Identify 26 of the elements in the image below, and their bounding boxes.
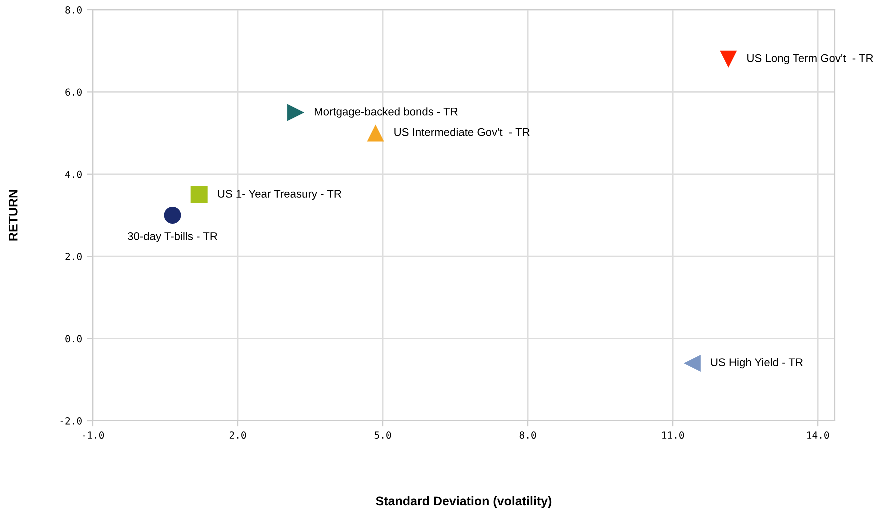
x-tick-label: 5.0 bbox=[374, 432, 392, 439]
y-tick-label: -2.0 bbox=[60, 418, 82, 425]
point bbox=[288, 104, 305, 122]
x-tick-label: 2.0 bbox=[230, 432, 246, 439]
series-label: US 1- Year Treasury - TR bbox=[218, 190, 342, 200]
y-tick-label: 0.0 bbox=[66, 335, 82, 343]
y-tick-label: 8.0 bbox=[66, 6, 82, 14]
point bbox=[367, 124, 384, 142]
y-axis-title: RETURN bbox=[9, 190, 18, 241]
series-label: US High Yield - TR bbox=[711, 358, 803, 369]
series-label: 30-day T-bills - TR bbox=[128, 232, 218, 243]
y-tick-label: 4.0 bbox=[66, 170, 82, 178]
x-tick-label: 14.0 bbox=[808, 432, 830, 439]
series-label: US Intermediate Gov't - TR bbox=[394, 128, 530, 136]
point bbox=[684, 354, 701, 372]
y-tick-label: 6.0 bbox=[66, 88, 82, 96]
point bbox=[190, 186, 208, 204]
point bbox=[720, 50, 738, 68]
series-label: Mortgage-backed bonds - TR bbox=[314, 108, 458, 118]
y-tick-label: 2.0 bbox=[66, 253, 82, 260]
x-tick-label: 8.0 bbox=[520, 432, 536, 439]
x-tick-label: -1.0 bbox=[82, 432, 104, 439]
x-axis-title: Standard Deviation (volatility) bbox=[376, 496, 552, 508]
series-label: US Long Term Gov't - TR bbox=[748, 54, 874, 64]
point bbox=[164, 206, 182, 224]
x-tick-label: 11.0 bbox=[662, 432, 684, 439]
